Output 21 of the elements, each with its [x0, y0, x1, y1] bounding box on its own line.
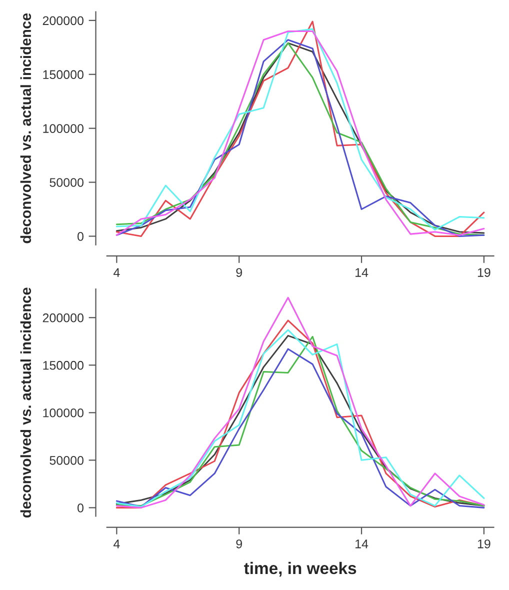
- y-tick-label: 100000: [43, 124, 84, 133]
- x-tick-label: 14: [356, 540, 368, 548]
- x-tick-label: 14: [356, 268, 368, 277]
- y-tick-label: 50000: [50, 178, 84, 187]
- y-axis-title: deconvolved vs. actual incidence: [20, 288, 32, 518]
- y-tick-label: 150000: [43, 360, 84, 370]
- y-tick-label: 200000: [42, 313, 84, 322]
- y-tick-label: 100000: [43, 408, 84, 418]
- x-tick-label: 19: [478, 268, 490, 277]
- y-tick-label: 200000: [42, 16, 84, 26]
- y-axis-title: deconvolved vs. actual incidence: [20, 13, 32, 244]
- x-tick-label: 9: [236, 539, 242, 548]
- x-tick-label: 4: [113, 268, 120, 277]
- x-tick-label: 9: [236, 268, 242, 277]
- x-tick-label: 4: [113, 540, 120, 548]
- y-tick-label: 150000: [43, 70, 84, 80]
- x-axis-title: time, in weeks: [244, 562, 356, 577]
- y-tick-label: 50000: [50, 456, 84, 465]
- x-tick-label: 19: [478, 539, 490, 548]
- y-tick-label: 0: [78, 232, 84, 241]
- y-tick-label: 0: [78, 503, 84, 512]
